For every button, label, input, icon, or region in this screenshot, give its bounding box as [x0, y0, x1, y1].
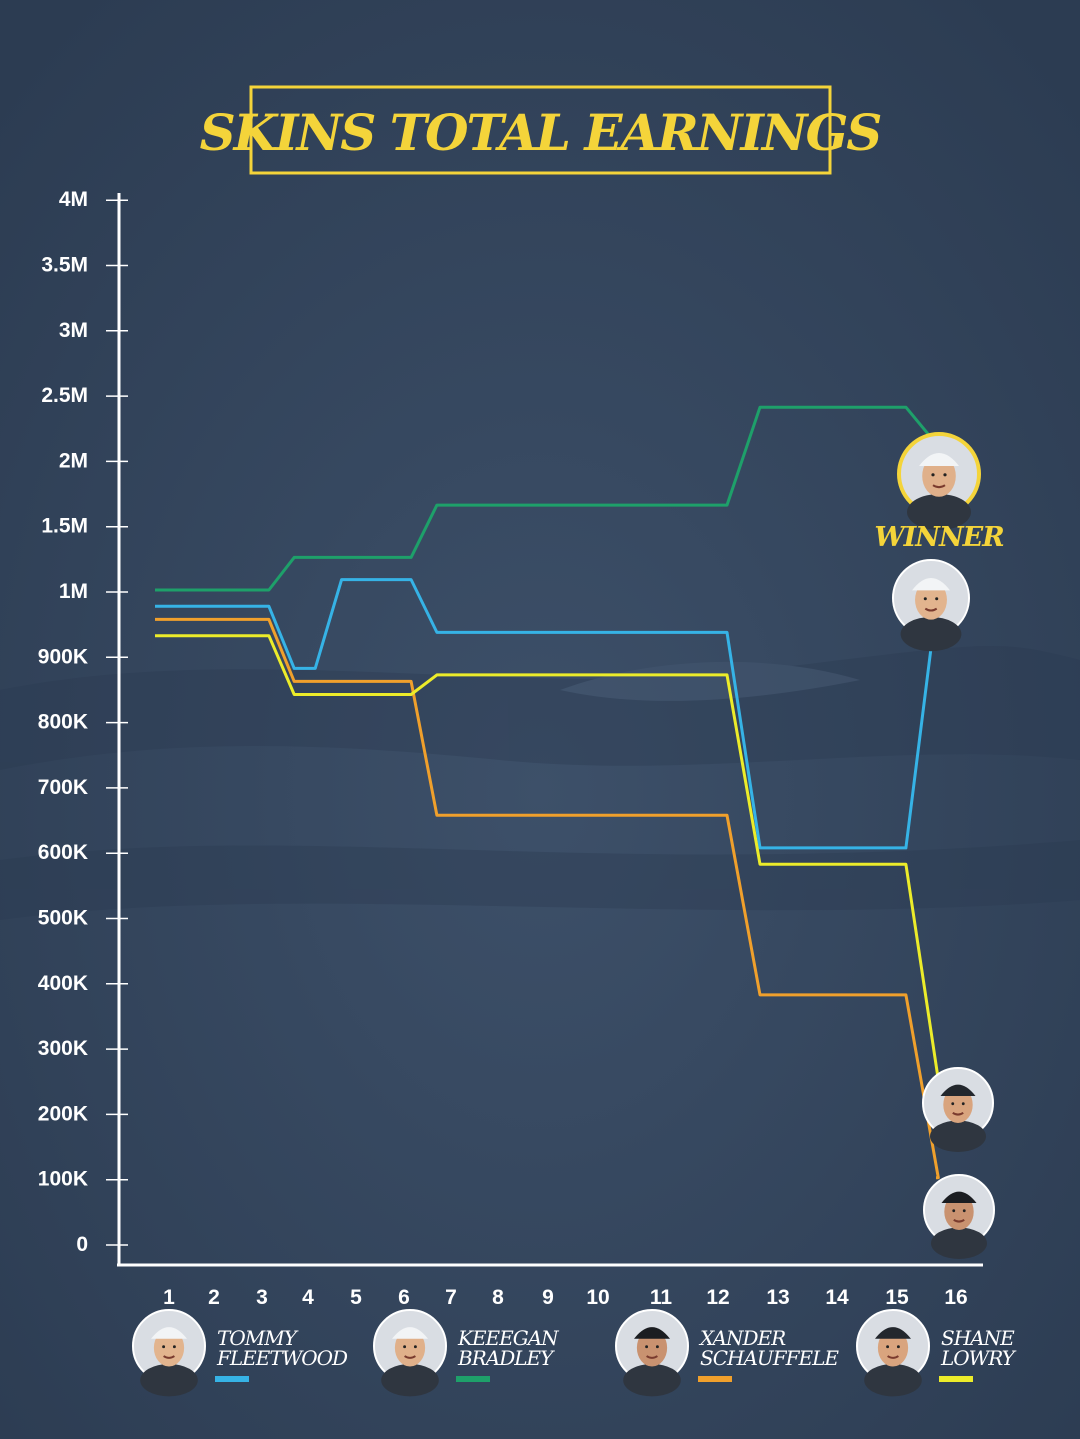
y-tick-label: 600K [38, 841, 88, 864]
y-tick-label: 4M [59, 188, 88, 211]
background-texture [0, 646, 1080, 920]
series-lines [155, 405, 940, 1180]
y-ticks: 0 100K 200K 300K 400K 500K 600K 700K 800K 900K 1M 1… [38, 188, 128, 1256]
legend-swatch [456, 1376, 490, 1382]
legend-label: KEEEGAN [457, 1326, 560, 1350]
x-tick-label: 11 [650, 1286, 673, 1309]
avatar-bradley [373, 1309, 447, 1397]
x-tick-label: 4 [302, 1286, 314, 1309]
legend-label: SCHAUFFELE [700, 1346, 839, 1370]
legend-label: SHANE [941, 1326, 1015, 1350]
y-tick-label: 900K [38, 645, 88, 668]
x-tick-label: 2 [208, 1286, 220, 1309]
x-tick-label: 12 [706, 1286, 729, 1309]
x-tick-label: 14 [825, 1286, 849, 1309]
winner-label: WINNER [874, 522, 1004, 553]
chart-title: SKINS TOTAL EARNINGS [200, 103, 882, 162]
legend-label: FLEETWOOD [216, 1346, 348, 1370]
avatar-lowry-end [922, 1067, 994, 1152]
y-tick-label: 2.5M [41, 384, 88, 407]
y-tick-label: 2M [59, 449, 88, 472]
avatar-lowry [856, 1309, 930, 1397]
legend-label: TOMMY [217, 1326, 299, 1350]
x-tick-label: 8 [492, 1286, 504, 1309]
x-tick-label: 1 [163, 1286, 175, 1309]
series-line [155, 578, 940, 850]
legend-swatch [939, 1376, 973, 1382]
x-tick-label: 15 [885, 1286, 909, 1309]
x-tick-label: 7 [445, 1286, 457, 1309]
y-tick-label: 100K [38, 1168, 88, 1191]
x-tick-label: 10 [586, 1286, 609, 1309]
x-tick-label: 6 [398, 1286, 410, 1309]
legend-label: XANDER [698, 1326, 786, 1350]
y-tick-label: 0 [76, 1233, 88, 1256]
y-tick-label: 3M [59, 319, 88, 342]
series-line [155, 617, 940, 1180]
series-line [155, 634, 940, 1082]
avatar-schauffele-end [923, 1174, 995, 1259]
y-tick-label: 400K [38, 972, 88, 995]
x-ticks: 1 2 3 4 5 6 7 8 9 10 11 12 13 14 15 16 [163, 1286, 968, 1309]
y-tick-label: 500K [38, 907, 88, 930]
series-line [155, 405, 940, 592]
avatar-bradley-end [897, 432, 981, 530]
x-tick-label: 5 [350, 1286, 362, 1309]
y-tick-label: 3.5M [41, 254, 88, 277]
avatar-fleetwood-end [892, 559, 970, 652]
y-tick-label: 300K [38, 1037, 88, 1060]
x-tick-label: 9 [542, 1286, 554, 1309]
legend-label: BRADLEY [457, 1346, 555, 1370]
legend-swatch [215, 1376, 249, 1382]
x-tick-label: 16 [944, 1286, 967, 1309]
x-tick-label: 13 [766, 1286, 789, 1309]
end-avatars [892, 432, 995, 1259]
legend-swatch [698, 1376, 732, 1382]
title-box: SKINS TOTAL EARNINGS [200, 85, 883, 175]
axes [117, 193, 983, 1267]
y-tick-label: 200K [38, 1102, 88, 1125]
avatar-schauffele [615, 1309, 689, 1397]
y-tick-label: 1M [59, 580, 88, 603]
y-tick-label: 1.5M [41, 515, 88, 538]
legend-label: LOWRY [940, 1346, 1017, 1370]
y-tick-label: 800K [38, 711, 88, 734]
y-tick-label: 700K [38, 776, 88, 799]
avatar-fleetwood [132, 1309, 206, 1397]
x-tick-label: 3 [256, 1286, 268, 1309]
